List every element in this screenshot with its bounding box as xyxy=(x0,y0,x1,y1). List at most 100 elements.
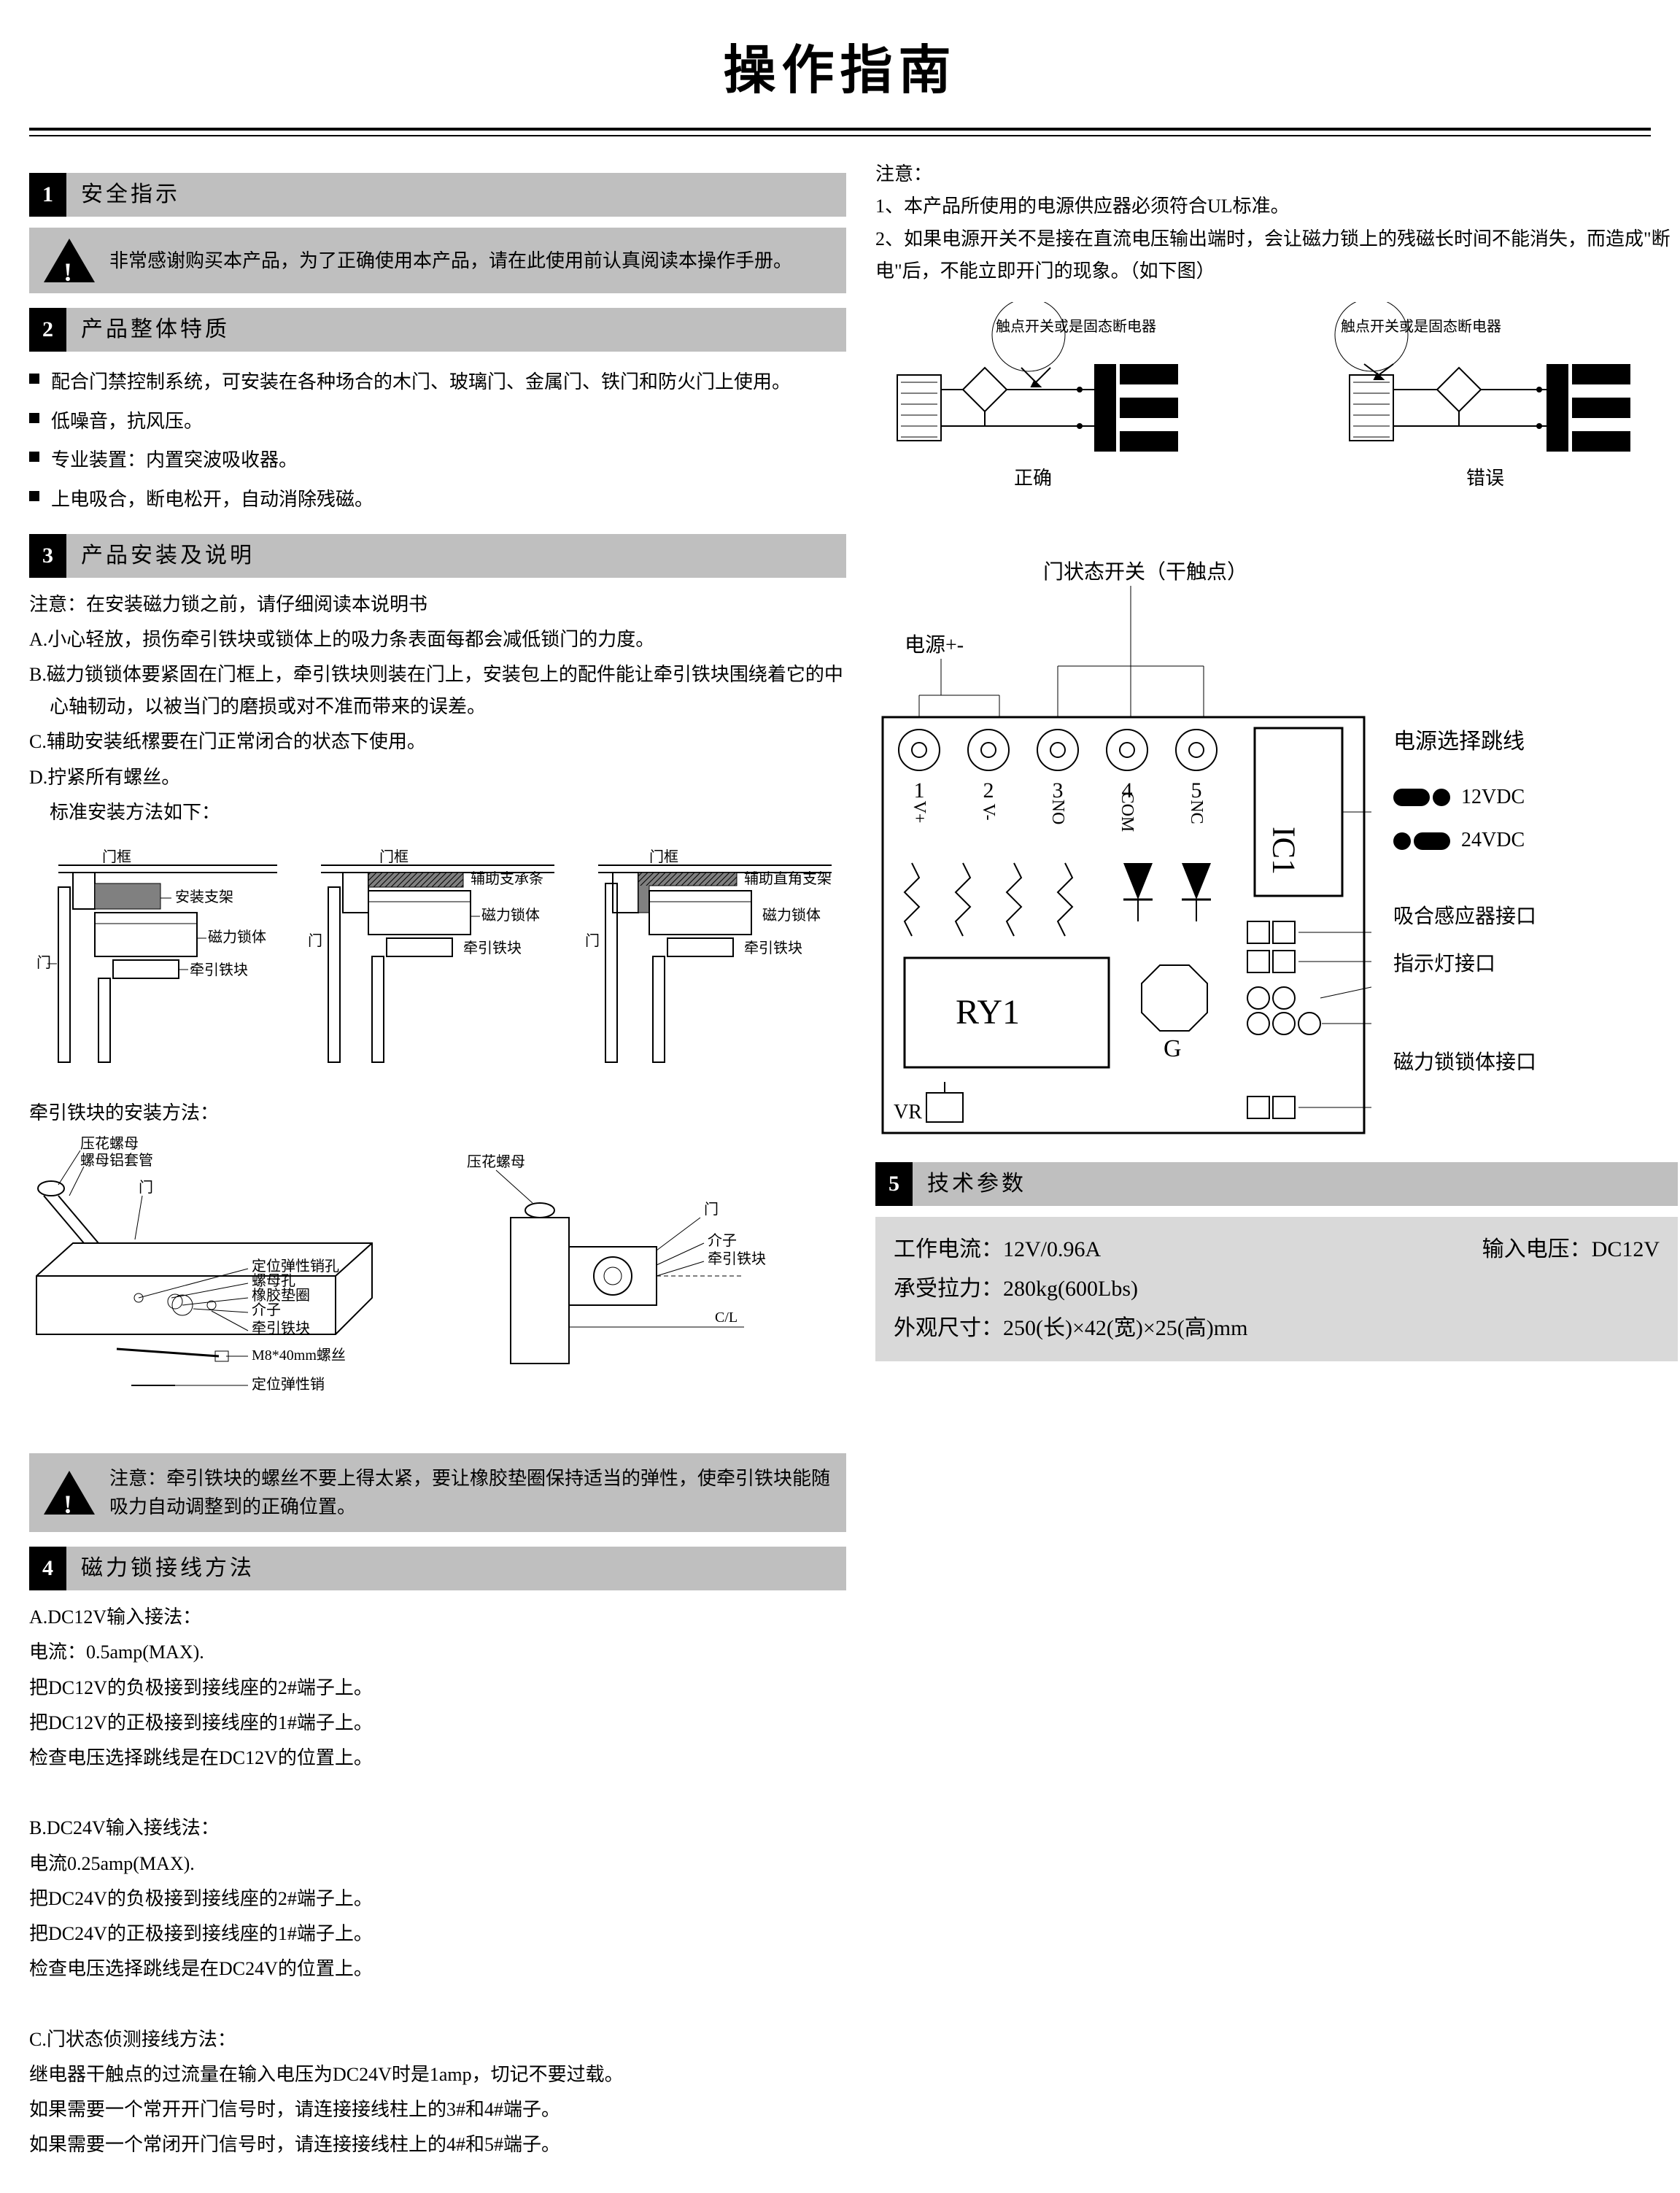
std-method: 标准安装方法如下： xyxy=(29,797,846,829)
spec-voltage: 输入电压：DC12V xyxy=(1482,1230,1660,1269)
wiring-line: 电流0.25amp(MAX). xyxy=(29,1848,846,1880)
features-list: 配合门禁控制系统，可安装在各种场合的木门、玻璃门、金属门、铁门和防火门上使用。 … xyxy=(29,363,846,519)
svg-text:G: G xyxy=(1164,1035,1182,1062)
plate-method-title: 牵引铁块的安装方法： xyxy=(29,1097,846,1129)
svg-text:牵引铁块: 牵引铁块 xyxy=(708,1250,766,1267)
section-num: 5 xyxy=(875,1162,913,1206)
plate-install-diagram: 压花螺母 螺母铝套管 门 定位弹性销孔 螺母孔 橡胶垫圈 介子 牵引铁块 xyxy=(29,1130,832,1436)
warning-icon xyxy=(44,1471,95,1515)
svg-text:门: 门 xyxy=(36,954,51,971)
wiring-b-title: B.DC24V输入接线法： xyxy=(29,1812,846,1844)
install-diagram-3: 门框 辅助直角支架 磁力锁体 牵引铁块 门 xyxy=(584,843,846,1077)
svg-text:定位弹性销: 定位弹性销 xyxy=(252,1376,325,1393)
svg-text:正确: 正确 xyxy=(1014,468,1052,489)
svg-text:1: 1 xyxy=(914,778,925,802)
right-note-title: 注意： xyxy=(875,158,1678,190)
wiring-line: 如果需要一个常开开门信号时，请连接接线柱上的3#和4#端子。 xyxy=(29,2094,846,2126)
svg-text:牵引铁块: 牵引铁块 xyxy=(252,1320,310,1337)
port-sensor: 吸合感应器接口 xyxy=(1393,901,1678,934)
svg-text:介子: 介子 xyxy=(708,1232,737,1249)
install-step: A.小心轻放，损伤牵引铁块或锁体上的吸力条表面每都会减低锁门的力度。 xyxy=(29,624,846,656)
svg-text:介子: 介子 xyxy=(252,1302,281,1318)
svg-text:2: 2 xyxy=(983,778,994,802)
svg-text:辅助直角支架: 辅助直角支架 xyxy=(744,870,832,887)
section-title: 磁力锁接线方法 xyxy=(66,1547,846,1590)
svg-text:辅助支承条: 辅助支承条 xyxy=(471,870,543,887)
pcb-diagram: 门状态开关（干触点） 电源+- xyxy=(875,557,1371,1140)
svg-text:V-: V- xyxy=(979,803,998,820)
jumper-12v: 12VDC xyxy=(1393,781,1678,814)
svg-text:电源+-: 电源+- xyxy=(905,633,964,657)
install-step: D.拧紧所有螺丝。 xyxy=(29,762,846,794)
svg-text:触点开关或是固态断电器: 触点开关或是固态断电器 xyxy=(1341,318,1501,335)
divider xyxy=(29,128,1651,136)
right-note-line: 1、本产品所使用的电源供应器必须符合UL标准。 xyxy=(875,190,1678,223)
spec-current: 工作电流：12V/0.96A xyxy=(894,1230,1482,1269)
svg-text:磁力锁体: 磁力锁体 xyxy=(481,907,540,924)
wiring-a-title: A.DC12V输入接法： xyxy=(29,1601,846,1633)
wiring-line: 把DC24V的负极接到接线座的2#端子上。 xyxy=(29,1883,846,1915)
svg-text:NC: NC xyxy=(1187,800,1206,824)
svg-text:RY1: RY1 xyxy=(956,993,1020,1032)
jumper-title: 电源选择跳线 xyxy=(1393,724,1678,759)
wiring-line: 检查电压选择跳线是在DC12V的位置上。 xyxy=(29,1742,846,1774)
svg-text:安装支架: 安装支架 xyxy=(175,889,233,905)
section-num: 2 xyxy=(29,308,66,352)
svg-text:V+: V+ xyxy=(910,800,929,823)
jumper-24v: 24VDC xyxy=(1393,824,1678,857)
install-step: C.辅助安装纸樏要在门正常闭合的状态下使用。 xyxy=(29,726,846,758)
svg-text:牵引铁块: 牵引铁块 xyxy=(190,962,248,978)
svg-text:磁力锁体: 磁力锁体 xyxy=(762,907,821,924)
wiring-line: 如果需要一个常闭开门信号时，请连接接线柱上的4#和5#端子。 xyxy=(29,2129,846,2161)
wiring-line: 继电器干触点的过流量在输入电压为DC24V时是1amp，切记不要过载。 xyxy=(29,2059,846,2091)
svg-text:错误: 错误 xyxy=(1466,468,1504,489)
right-note-line: 2、如果电源开关不是接在直流电压输出端时，会让磁力锁上的残磁长时间不能消失，而造… xyxy=(875,223,1678,287)
section-title: 安全指示 xyxy=(66,173,846,217)
svg-text:M8*40mm螺丝: M8*40mm螺丝 xyxy=(252,1347,346,1364)
warning-text: 非常感谢购买本产品，为了正确使用本产品，请在此使用前认真阅读本操作手册。 xyxy=(109,247,792,275)
svg-text:磁力锁体: 磁力锁体 xyxy=(208,929,266,945)
svg-text:门: 门 xyxy=(704,1201,719,1218)
section-1-header: 1 安全指示 xyxy=(29,173,846,217)
svg-text:门: 门 xyxy=(139,1179,153,1196)
section-title: 技术参数 xyxy=(913,1162,1678,1206)
warning-box-2: 注意：牵引铁块的螺丝不要上得太紧，要让橡胶垫圈保持适当的弹性，使牵引铁块能随吸力… xyxy=(29,1453,846,1532)
right-notes: 注意： 1、本产品所使用的电源供应器必须符合UL标准。 2、如果电源开关不是接在… xyxy=(875,158,1678,287)
relay-diagram: 触点开关或是固态断电器 xyxy=(875,302,1678,535)
port-led: 指示灯接口 xyxy=(1393,948,1678,981)
jumper-label: 24VDC xyxy=(1461,824,1525,857)
svg-text:门状态开关（干触点）: 门状态开关（干触点） xyxy=(1043,560,1247,584)
wiring-line: 把DC24V的正极接到接线座的1#端子上。 xyxy=(29,1918,846,1950)
svg-text:螺母孔: 螺母孔 xyxy=(252,1272,295,1289)
feature-item: 专业装置：内置突波吸收器。 xyxy=(29,441,846,480)
svg-text:COM: COM xyxy=(1118,792,1137,832)
section-title: 产品整体特质 xyxy=(66,308,846,352)
wiring-line: 电流：0.5amp(MAX). xyxy=(29,1636,846,1668)
svg-text:橡胶垫圈: 橡胶垫圈 xyxy=(252,1287,310,1304)
section-3-header: 3 产品安装及说明 xyxy=(29,534,846,578)
svg-text:螺母铝套管: 螺母铝套管 xyxy=(80,1152,153,1169)
feature-item: 上电吸合，断电松开，自动消除残磁。 xyxy=(29,480,846,519)
spec-force: 承受拉力：280kg(600Lbs) xyxy=(894,1269,1660,1309)
svg-text:NO: NO xyxy=(1048,799,1067,824)
install-step: B.磁力锁锁体要紧固在门框上，牵引铁块则装在门上，安装包上的配件能让牵引铁块围绕… xyxy=(29,659,846,723)
section-num: 3 xyxy=(29,534,66,578)
svg-text:牵引铁块: 牵引铁块 xyxy=(463,940,522,956)
svg-text:门: 门 xyxy=(585,932,600,949)
warning-icon xyxy=(44,239,95,282)
section-5-header: 5 技术参数 xyxy=(875,1162,1678,1206)
wiring-c-title: C.门状态侦测接线方法： xyxy=(29,2024,846,2056)
install-note: 注意：在安装磁力锁之前，请仔细阅读本说明书 xyxy=(29,589,846,621)
svg-text:压花螺母: 压花螺母 xyxy=(467,1153,525,1170)
wiring-line: 把DC12V的负极接到接线座的2#端子上。 xyxy=(29,1672,846,1704)
svg-text:5: 5 xyxy=(1191,778,1202,802)
section-num: 4 xyxy=(29,1547,66,1590)
feature-item: 配合门禁控制系统，可安装在各种场合的木门、玻璃门、金属门、铁门和防火门上使用。 xyxy=(29,363,846,402)
svg-text:门框: 门框 xyxy=(102,848,131,865)
page-title: 操作指南 xyxy=(29,29,1651,113)
wiring-text: A.DC12V输入接法： 电流：0.5amp(MAX). 把DC12V的负极接到… xyxy=(29,1601,846,2161)
section-title: 产品安装及说明 xyxy=(66,534,846,578)
warning-box-1: 非常感谢购买本产品，为了正确使用本产品，请在此使用前认真阅读本操作手册。 xyxy=(29,228,846,293)
jumper-label: 12VDC xyxy=(1461,781,1525,814)
svg-text:触点开关或是固态断电器: 触点开关或是固态断电器 xyxy=(996,318,1156,335)
